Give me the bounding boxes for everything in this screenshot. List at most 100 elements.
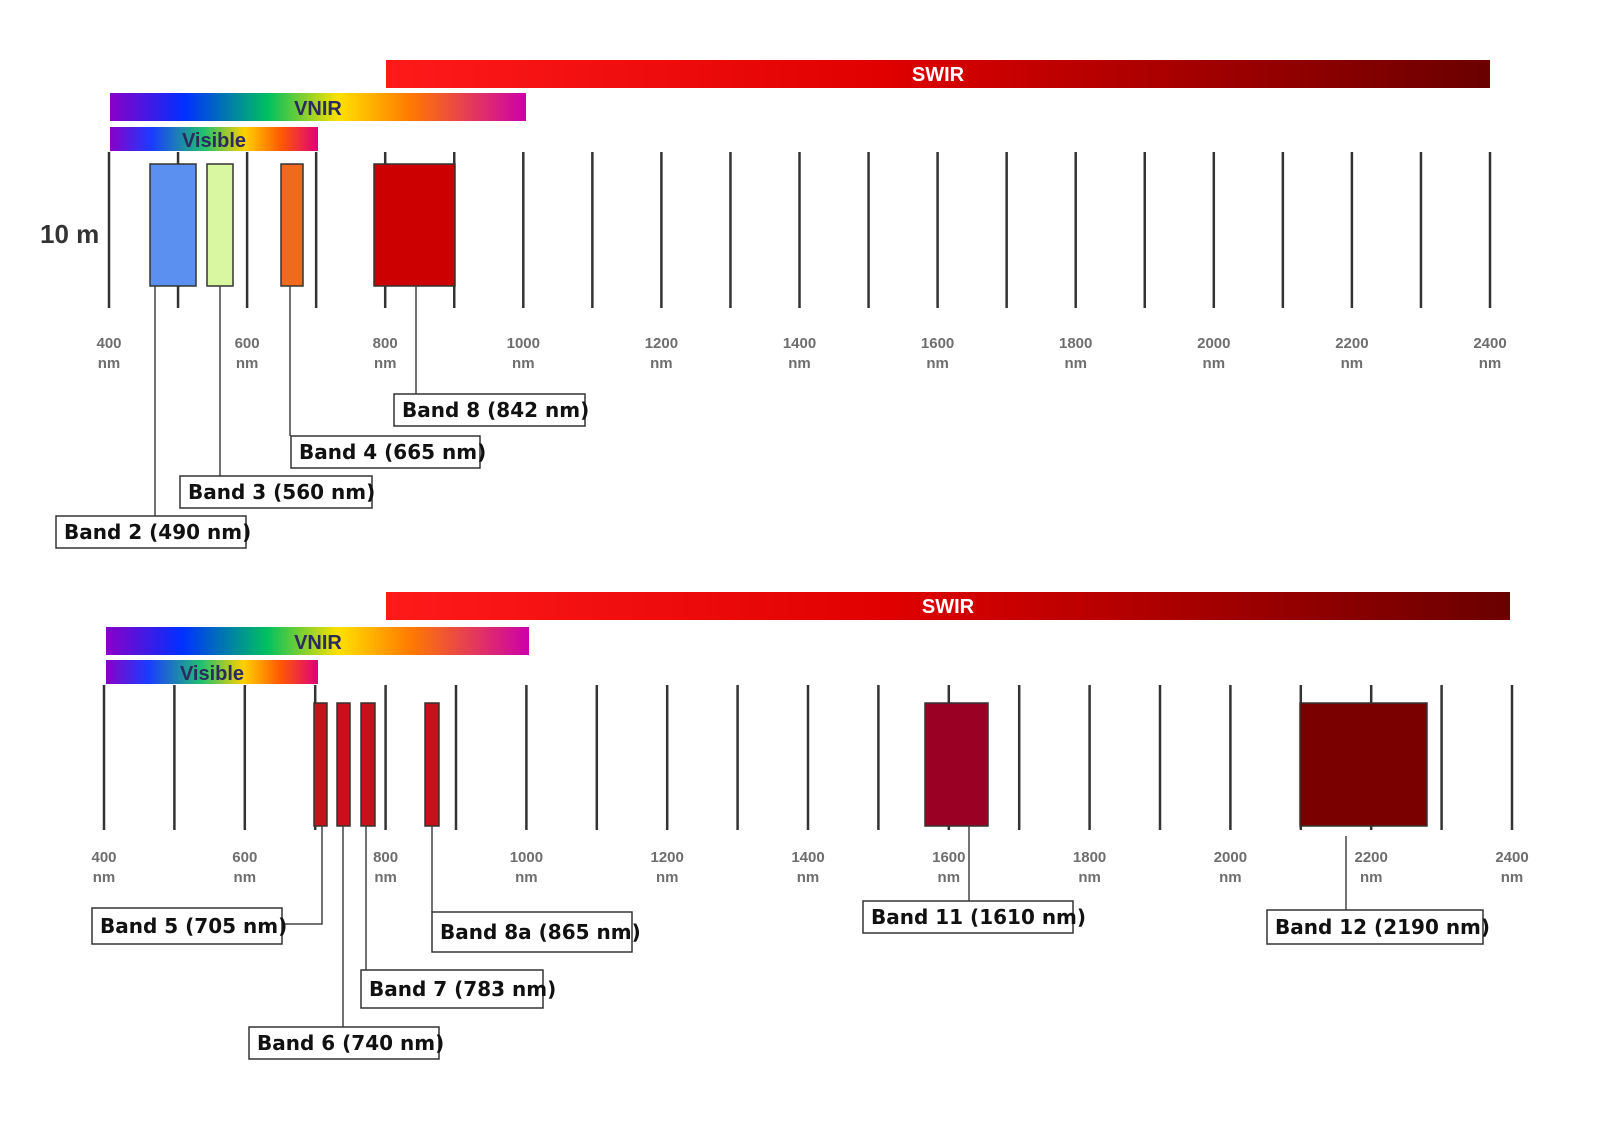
band-label-box (360, 969, 544, 1009)
vnir-bar (106, 627, 529, 655)
visible-label: Visible (182, 130, 246, 152)
leader-lines (154, 286, 417, 516)
tick-unit-label: nm (234, 869, 257, 886)
gridlines (107, 152, 1492, 308)
tick-value-label: 2000 (1197, 335, 1230, 352)
tick-value-label: 1800 (1059, 335, 1092, 352)
tick-value-label: 2400 (1473, 335, 1506, 352)
tick-value-label: 1000 (507, 335, 540, 352)
tick-unit-label: nm (1203, 355, 1226, 372)
tick-unit-label: nm (938, 869, 961, 886)
band-label: Band 6 (740 nm) (257, 1031, 444, 1055)
band-rect (924, 702, 989, 827)
band-label-box (179, 475, 373, 509)
band-rects (313, 702, 1428, 827)
band-callouts: Band 5 (705 nm) Band 6 (740 nm) Band 7 (78… (91, 900, 1490, 1060)
band-rect (336, 702, 351, 827)
band-label-box (393, 393, 586, 427)
band-label: Band 7 (783 nm) (369, 977, 556, 1001)
band-label: Band 4 (665 nm) (299, 440, 486, 464)
tick-unit-label: nm (1064, 355, 1087, 372)
tick-value-label: 400 (96, 335, 121, 352)
resolution-label: 10 m (40, 219, 99, 249)
tick-value-label: 2000 (1214, 849, 1247, 866)
vnir-label: VNIR (294, 98, 342, 120)
tick-unit-label: nm (1341, 355, 1364, 372)
vnir-bar (110, 93, 526, 121)
tick-unit-label: nm (236, 355, 259, 372)
band-rects (149, 163, 456, 287)
tick-value-label: 600 (232, 849, 257, 866)
band-rect (424, 702, 440, 827)
band-rect (313, 702, 328, 827)
tick-unit-label: nm (1501, 869, 1524, 886)
swir-label: SWIR (912, 64, 965, 86)
band-label-box (290, 435, 481, 469)
band-callouts: Band 2 (490 nm) Band 3 (560 nm) Band 4 (66… (55, 393, 589, 549)
panel-top: SWIR VNIR Visible 10 m 400 nm 600 nm 800 nm 10… (40, 60, 1507, 549)
tick-value-label: 1200 (651, 849, 684, 866)
band-rect (1299, 702, 1428, 827)
band-label: Band 2 (490 nm) (64, 520, 251, 544)
tick-unit-label: nm (98, 355, 121, 372)
band-label: Band 11 (1610 nm) (871, 905, 1086, 929)
tick-value-label: 2400 (1495, 849, 1528, 866)
swir-bar (386, 60, 1490, 88)
tick-value-label: 1400 (783, 335, 816, 352)
band-label-box (862, 900, 1074, 934)
tick-unit-label: nm (797, 869, 820, 886)
vnir-label: VNIR (294, 632, 342, 654)
tick-value-label: 2200 (1335, 335, 1368, 352)
tick-unit-label: nm (374, 869, 397, 886)
tick-value-label: 1000 (510, 849, 543, 866)
tick-value-label: 1200 (645, 335, 678, 352)
band-label: Band 12 (2190 nm) (1275, 915, 1490, 939)
visible-bar (110, 127, 318, 151)
band-rect (280, 163, 304, 287)
tick-unit-label: nm (926, 355, 949, 372)
tick-unit-label: nm (93, 869, 116, 886)
band-label-box (248, 1026, 440, 1060)
tick-value-label: 1600 (932, 849, 965, 866)
tick-unit-label: nm (1360, 869, 1383, 886)
tick-value-label: 1400 (791, 849, 824, 866)
tick-unit-label: nm (650, 355, 673, 372)
leader-line (282, 826, 323, 925)
tick-unit-label: nm (1078, 869, 1101, 886)
tick-unit-label: nm (788, 355, 811, 372)
band-rect (149, 163, 197, 287)
tick-unit-label: nm (515, 869, 538, 886)
swir-label: SWIR (922, 596, 975, 618)
tick-unit-label: nm (656, 869, 679, 886)
tick-value-label: 800 (373, 335, 398, 352)
band-label-box (431, 911, 633, 953)
swir-bar (386, 592, 1510, 620)
band-label: Band 8 (842 nm) (402, 398, 589, 422)
tick-value-label: 1800 (1073, 849, 1106, 866)
band-label: Band 3 (560 nm) (188, 480, 375, 504)
tick-unit-label: nm (1479, 355, 1502, 372)
band-label-box (55, 515, 247, 549)
band-rect (360, 702, 376, 827)
band-label-box (91, 907, 283, 945)
band-rect (206, 163, 234, 287)
tick-value-label: 800 (373, 849, 398, 866)
tick-value-label: 1600 (921, 335, 954, 352)
band-label-box (1266, 909, 1484, 945)
tick-value-label: 2200 (1355, 849, 1388, 866)
visible-bar (106, 660, 318, 684)
tick-unit-label: nm (512, 355, 535, 372)
tick-unit-label: nm (1219, 869, 1242, 886)
band-label: Band 8a (865 nm) (440, 920, 641, 944)
tick-value-label: 400 (91, 849, 116, 866)
tick-unit-label: nm (374, 355, 397, 372)
tick-value-label: 600 (235, 335, 260, 352)
axis-tick-labels: 400 nm 600 nm 800 nm 1000 nm 1200 nm 1400 nm 1600 nm 1… (96, 335, 1506, 372)
leader-lines (282, 826, 1347, 1027)
band-rect (373, 163, 456, 287)
axis-tick-labels: 400 nm 600 nm 800 nm 1000 nm 1200 nm 1400 nm 1600 nm 1… (91, 849, 1528, 886)
band-label: Band 5 (705 nm) (100, 914, 287, 938)
visible-label: Visible (180, 663, 244, 685)
panel-bottom: SWIR VNIR Visible 400 nm 600 nm 800 nm 1000 nm 1… (91, 592, 1529, 1060)
